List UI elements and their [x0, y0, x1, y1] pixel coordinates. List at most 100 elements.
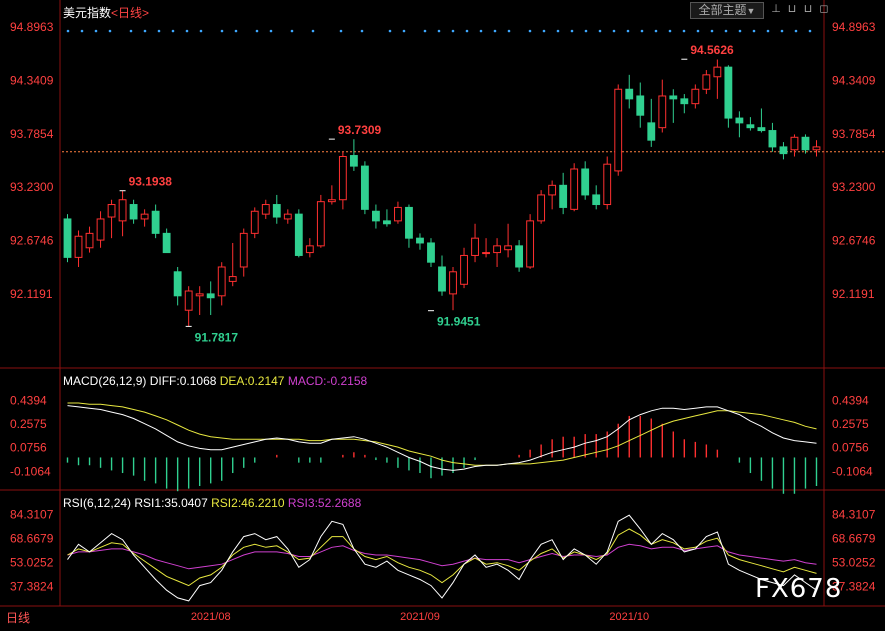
signal-dot-4	[129, 29, 133, 33]
price-ytick-right-5: 92.1191	[832, 287, 875, 301]
candle-body-54	[658, 95, 667, 129]
candle-body-19	[272, 204, 281, 218]
tool-icon-1: ⊥	[771, 3, 781, 15]
signal-dot-17	[360, 29, 364, 33]
candle-body-15	[228, 276, 237, 282]
candle-body-65	[779, 146, 788, 155]
candle-body-67	[801, 136, 810, 151]
candle-body-45	[559, 184, 568, 208]
candle-body-31	[405, 206, 413, 239]
macd-diff-value: 0.1068	[179, 374, 217, 388]
price-ytick-right-3: 93.2300	[832, 180, 876, 194]
tool-button-1[interactable]: ⊥	[770, 2, 782, 17]
price-ytick-left-2: 93.7854	[10, 127, 54, 141]
signal-dot-5	[143, 29, 147, 33]
rsi2-value: 46.2210	[241, 496, 285, 510]
signal-dot-11	[234, 29, 238, 33]
theme-select-label: 全部主题	[698, 3, 747, 17]
tool-button-3[interactable]: ⊔	[802, 2, 814, 17]
candle-body-58	[702, 74, 711, 90]
candle-body-38	[482, 252, 490, 255]
candle-body-42	[526, 220, 535, 268]
candle-body-4	[107, 204, 116, 218]
rsi3-value: 52.2688	[317, 496, 362, 510]
candle-body-44	[548, 184, 557, 196]
price-ytick-right-0: 94.8963	[832, 20, 876, 34]
candle-body-6	[129, 204, 138, 220]
candle-body-12	[195, 293, 204, 297]
macd-macd-readout: MACD:-0.2158	[287, 374, 368, 388]
dif-line	[67, 405, 817, 471]
candle-body-20	[283, 213, 292, 220]
rsi-header: RSI(6,12,24) RSI1:35.0407 RSI2:46.2210 R…	[63, 496, 361, 510]
candle-body-61	[735, 117, 744, 124]
candle-body-25	[338, 156, 347, 201]
signal-dot-21	[437, 29, 441, 33]
candle-body-18	[261, 204, 270, 215]
rsi-ytick-right-1: 68.6679	[832, 532, 876, 546]
signal-dot-34	[626, 29, 630, 33]
signal-dot-38	[682, 29, 686, 33]
candle-body-59	[713, 66, 722, 78]
macd-header: MACD(26,12,9) DIFF:0.1068 DEA:0.2147 MAC…	[63, 374, 367, 388]
candle-body-5	[118, 199, 127, 222]
candle-body-43	[537, 194, 546, 222]
candle-body-63	[757, 127, 766, 132]
signal-dot-20	[423, 29, 427, 33]
tool-button-4[interactable]: ◻	[818, 2, 830, 17]
rsi1-line	[67, 514, 817, 602]
rsi2-line	[67, 528, 817, 587]
candle-body-14	[217, 266, 226, 297]
rsi-ytick-left-3: 37.3824	[10, 580, 54, 594]
candle-body-35	[449, 271, 457, 295]
candle-body-41	[515, 245, 524, 268]
candle-body-47	[581, 168, 590, 196]
theme-select-button[interactable]: 全部主题▼	[690, 2, 764, 19]
candle-body-30	[394, 206, 402, 222]
period-tab-daily[interactable]: 日线	[6, 611, 31, 625]
candle-body-3	[96, 218, 105, 241]
candle-body-39	[493, 245, 501, 254]
rsi1-value: 35.0407	[164, 496, 208, 510]
candle-body-51	[625, 88, 634, 100]
price-ytick-right-2: 93.7854	[832, 127, 876, 141]
candle-body-22	[305, 245, 314, 254]
candle-body-34	[438, 266, 446, 292]
signal-dot-35	[640, 29, 644, 33]
signal-dot-19	[402, 29, 406, 33]
watermark-logo: FX678	[755, 574, 843, 604]
candle-body-40	[504, 245, 513, 251]
price-ytick-left-3: 93.2300	[10, 180, 54, 194]
signal-dot-41	[724, 29, 728, 33]
candle-body-9	[162, 232, 171, 254]
signal-dot-31	[584, 29, 588, 33]
signal-dot-43	[752, 29, 756, 33]
candle-body-57	[691, 88, 700, 105]
tool-button-2[interactable]: ⊔	[786, 2, 798, 17]
candle-body-33	[427, 242, 435, 263]
signal-dot-30	[570, 29, 574, 33]
extreme-label-4: 94.5626	[690, 43, 734, 57]
tool-icon-4: ◻	[819, 3, 829, 15]
price-ytick-left-5: 92.1191	[10, 287, 53, 301]
date-tick-1: 2021/09	[400, 611, 440, 623]
price-ytick-left-0: 94.8963	[10, 20, 54, 34]
candle-body-29	[383, 220, 391, 225]
candle-body-17	[250, 210, 259, 234]
signal-dot-12	[255, 29, 259, 33]
extreme-label-1: 91.7817	[195, 330, 239, 344]
candle-body-55	[669, 95, 678, 100]
candle-body-52	[636, 95, 645, 116]
price-ytick-left-4: 92.6746	[10, 234, 54, 248]
signal-dot-16	[339, 29, 343, 33]
signal-dot-26	[507, 29, 511, 33]
date-tick-2: 2021/10	[609, 611, 649, 623]
signal-dot-18	[388, 29, 392, 33]
signal-dot-47	[808, 29, 812, 33]
rsi-ytick-right-2: 53.0252	[832, 556, 876, 570]
macd-label: MACD(26,12,9)	[63, 374, 147, 388]
signal-dot-37	[668, 29, 672, 33]
period-label[interactable]: <日线>	[111, 6, 150, 20]
